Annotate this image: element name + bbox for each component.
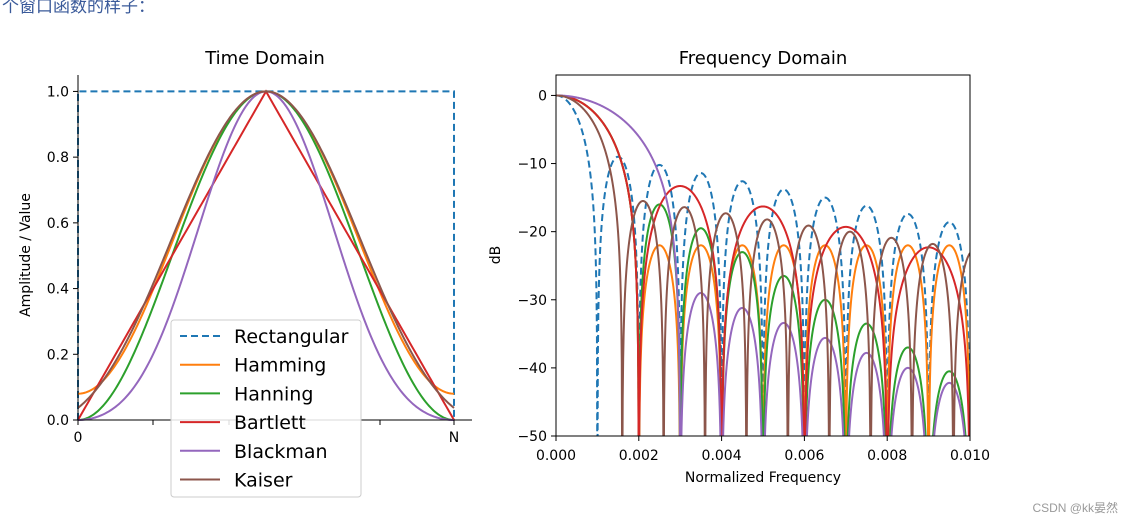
time-domain-y-tick-label: 0.0 (47, 413, 69, 429)
frequency-domain-y-tick-label: −40 (517, 361, 547, 377)
frequency-domain-chart: Frequency Domain dB Normalized Frequency… (488, 48, 990, 486)
time-domain-x-tick-label: 0 (74, 430, 83, 446)
frequency-domain-y-tick-label: −30 (517, 293, 547, 309)
time-domain-y-tick-label: 1.0 (47, 84, 69, 100)
time-domain-chart: Time Domain Amplitude / Value 0.00.20.40… (18, 48, 472, 498)
time-domain-ylabel: Amplitude / Value (18, 193, 34, 317)
time-domain-y-tick-label: 0.4 (47, 282, 69, 298)
frequency-domain-x-tick-label: 0.004 (702, 448, 742, 464)
frequency-domain-x-tick-label: 0.010 (950, 448, 990, 464)
freq-series-rectangular (556, 94, 970, 436)
time-domain-y-ticks: 0.0 0.2 0.4 0.6 0.8 1.0 (47, 84, 78, 429)
frequency-domain-title: Frequency Domain (679, 48, 848, 69)
frequency-domain-y-tick-label: −20 (517, 225, 547, 241)
freq-series-blackman (556, 94, 966, 436)
legend-items: Rectangular Hamming Hanning Bartlett Blackma… (180, 326, 349, 492)
frequency-domain-ylabel: dB (488, 246, 504, 265)
legend-label-rectangular: Rectangular (234, 326, 349, 348)
time-series-kaiser (77, 90, 455, 409)
frequency-domain-y-tick-label: −50 (517, 429, 547, 445)
time-domain-x-tick-label: N (449, 430, 459, 446)
freq-series-kaiser (556, 94, 970, 436)
frequency-domain-frame (555, 74, 971, 437)
legend-label-bartlett: Bartlett (234, 412, 306, 434)
time-domain-title: Time Domain (204, 48, 325, 69)
freq-series-bartlett (556, 94, 970, 436)
frequency-domain-x-tick-label: 0.002 (619, 448, 659, 464)
frequency-domain-x-tick-label: 0.008 (867, 448, 907, 464)
legend-label-hamming: Hamming (234, 355, 326, 377)
watermark: CSDN @kk晏然 (1032, 501, 1118, 515)
time-domain-y-tick-label: 0.8 (47, 150, 69, 166)
top-caption: 个窗口函数的样子： (2, 0, 155, 17)
legend: Rectangular Hamming Hanning Bartlett Blackma… (170, 319, 362, 498)
frequency-domain-series (556, 94, 970, 436)
frequency-domain-y-ticks: 0 −10 −20 −30 −40 −50 (517, 88, 556, 445)
frequency-domain-x-tick-label: 0.000 (536, 448, 576, 464)
frequency-domain-y-tick-label: −10 (517, 157, 547, 173)
frequency-domain-y-tick-label: 0 (538, 88, 547, 104)
legend-label-blackman: Blackman (234, 441, 328, 463)
time-domain-y-tick-label: 0.2 (47, 347, 69, 363)
frequency-domain-xlabel: Normalized Frequency (685, 470, 841, 486)
frequency-domain-x-ticks: 0.000 0.002 0.004 0.006 0.008 0.010 (536, 436, 990, 464)
frequency-domain-x-tick-label: 0.006 (784, 448, 824, 464)
time-domain-series (77, 89, 455, 421)
legend-label-kaiser: Kaiser (234, 470, 293, 492)
time-domain-y-tick-label: 0.6 (47, 216, 69, 232)
legend-label-hanning: Hanning (234, 383, 313, 405)
